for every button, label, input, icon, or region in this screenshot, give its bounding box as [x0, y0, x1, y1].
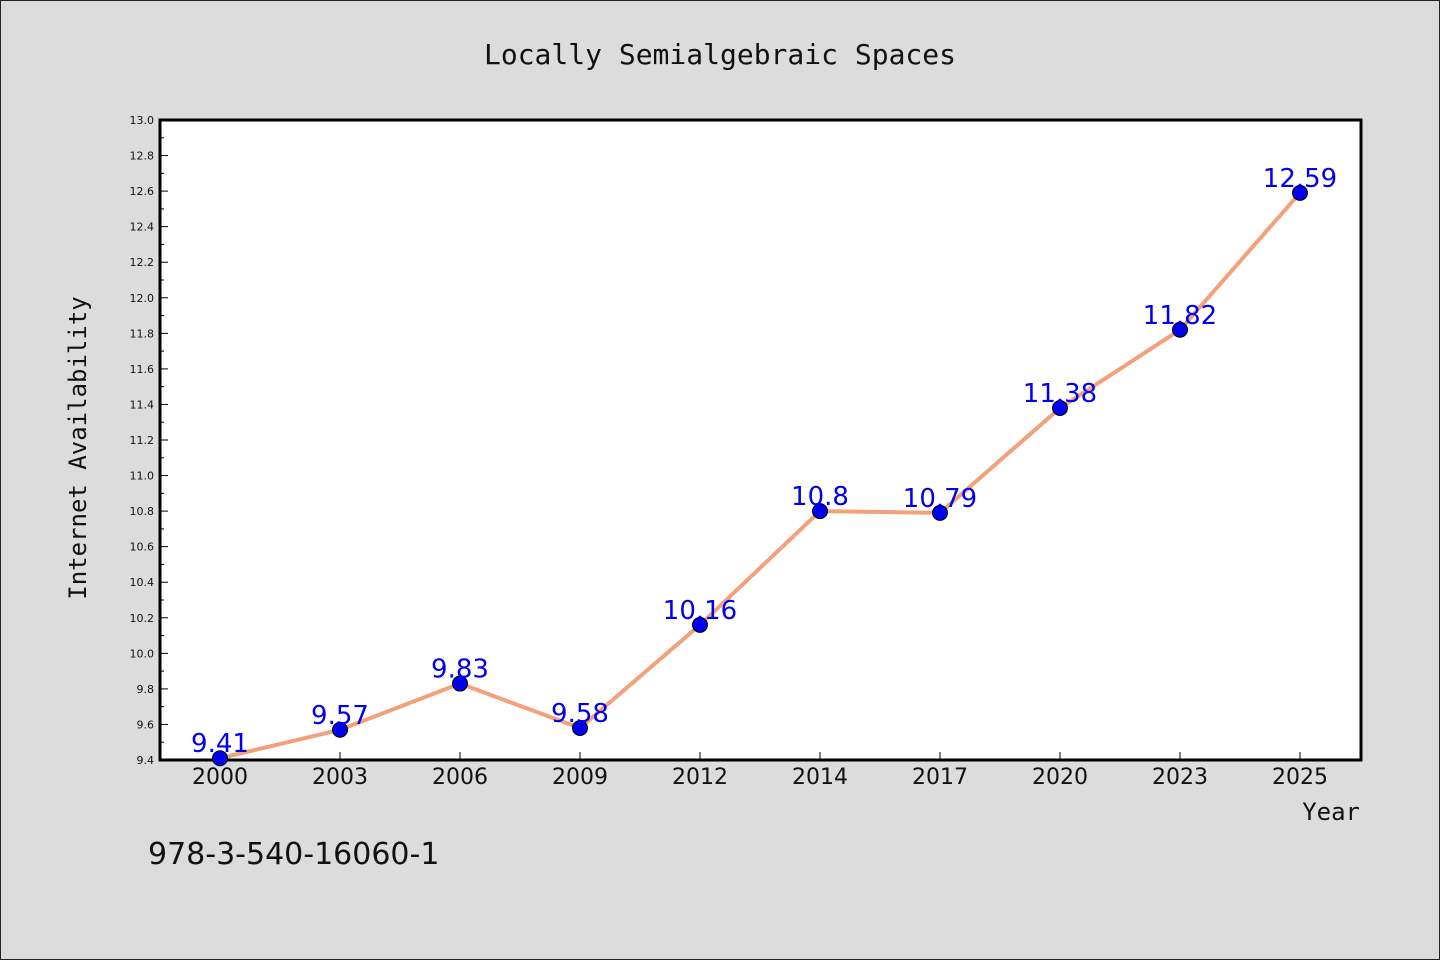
x-tick-label: 2020: [1032, 765, 1088, 790]
y-tick-label: 9.4: [137, 754, 155, 767]
data-point: [932, 504, 948, 521]
x-tick-label: 2009: [552, 765, 608, 790]
footer-isbn: 978-3-540-16060-1: [148, 837, 439, 872]
x-tick-label: 2003: [312, 765, 368, 790]
data-label: 9.57: [311, 701, 369, 731]
data-label: 10.8: [791, 482, 849, 512]
y-tick-label: 10.8: [130, 505, 155, 518]
data-label: 12.59: [1263, 164, 1337, 194]
y-tick-label: 12.6: [130, 185, 155, 198]
data-point: [332, 721, 348, 738]
y-tick-label: 9.8: [137, 683, 155, 696]
chart-title: Locally Semialgebraic Spaces: [484, 38, 956, 71]
data-point: [1292, 184, 1308, 201]
data-point: [1172, 321, 1188, 338]
data-point: [1052, 400, 1068, 416]
data-label: 9.83: [431, 655, 489, 685]
x-tick-label: 2006: [432, 765, 488, 790]
y-tick-label: 9.6: [137, 718, 155, 731]
y-tick-label: 11.6: [130, 363, 155, 376]
y-tick-label: 12.8: [130, 150, 155, 163]
y-tick-label: 10.4: [130, 576, 155, 589]
data-label: 9.41: [191, 729, 249, 759]
data-point: [572, 720, 588, 736]
data-point: [212, 750, 228, 767]
y-tick-label: 12.4: [130, 221, 155, 234]
data-labels: 9.41 9.57 9.83 9.58 10.16 10.8 10.79 11.38 11.82…: [191, 164, 1337, 759]
data-label: 9.58: [551, 699, 609, 729]
y-tick-label: 11.8: [130, 327, 155, 340]
data-label: 11.82: [1143, 301, 1217, 331]
x-tick-label: 2017: [912, 765, 968, 790]
y-axis-label: Internet Availability: [64, 296, 92, 599]
data-point: [812, 503, 828, 520]
x-axis: 2000 2003 2006 2009 2012 2014 2017 2020 2023 2025: [192, 752, 1328, 790]
y-tick-label: 11.4: [130, 398, 155, 411]
data-point: [692, 616, 708, 633]
y-tick-label: 10.2: [130, 612, 155, 625]
series-line: [218, 190, 1302, 761]
plot-area: [158, 118, 1363, 762]
data-label: 11.38: [1023, 379, 1097, 409]
y-tick-label: 12.2: [130, 256, 155, 269]
x-tick-label: 2012: [672, 765, 728, 790]
data-label: 10.16: [663, 596, 737, 626]
y-tick-label: 13.0: [130, 114, 155, 127]
x-tick-label: 2014: [792, 765, 848, 790]
x-tick-label: 2025: [1272, 765, 1328, 790]
data-label: 10.79: [903, 484, 977, 514]
y-tick-label: 11.2: [130, 434, 155, 447]
y-tick-label: 10.6: [130, 541, 155, 554]
y-tick-label: 11.0: [130, 470, 155, 483]
data-point: [452, 675, 468, 692]
y-axis: 9.4 9.6 9.8 10.0 10.2 10.4 10.6 10.8 11.0 11.2 11.…: [130, 114, 168, 767]
y-tick-label: 12.0: [130, 292, 155, 305]
x-tick-label: 2023: [1152, 765, 1208, 790]
series-layer: [212, 184, 1308, 767]
y-tick-label: 10.0: [130, 647, 155, 660]
x-tick-label: 2000: [192, 765, 248, 790]
x-axis-label: Year: [1302, 798, 1360, 826]
